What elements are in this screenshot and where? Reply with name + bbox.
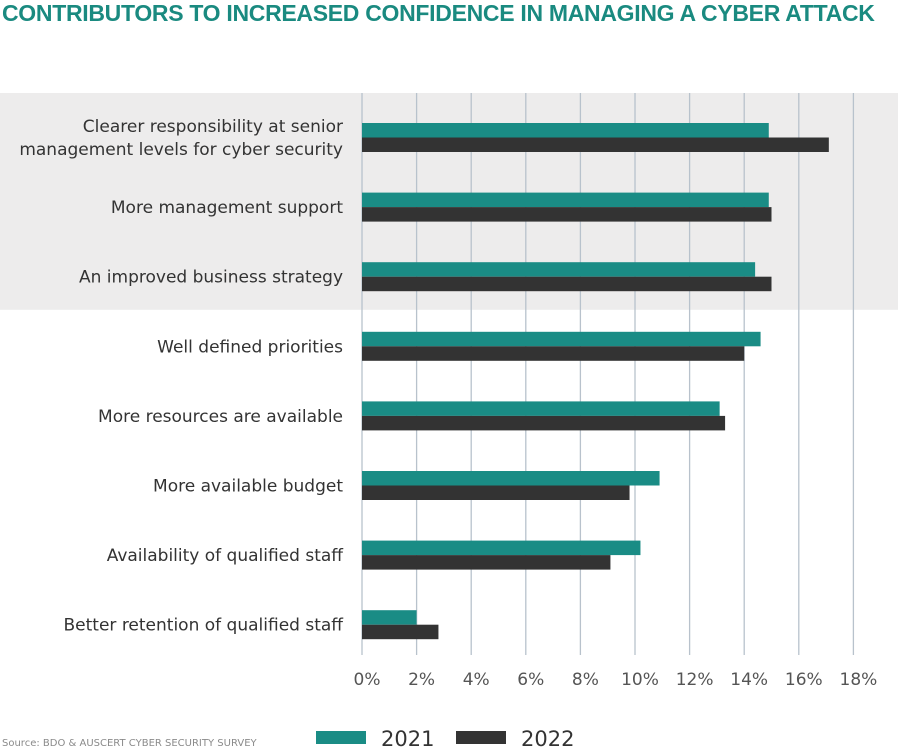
bar-2021 — [362, 331, 761, 347]
legend-swatch-2022 — [456, 731, 506, 744]
bar-2021 — [362, 471, 660, 486]
category-label: Better retention of qualified staff — [64, 616, 345, 636]
bar-2021 — [362, 610, 417, 625]
bar-2021 — [362, 192, 769, 208]
bar-2022 — [362, 555, 611, 570]
x-tick-label: 12% — [676, 670, 714, 690]
legend-label: 2021 — [381, 727, 434, 751]
x-tick-label: 10% — [621, 670, 659, 690]
chart-title: CONTRIBUTORS TO INCREASED CONFIDENCE IN … — [2, 0, 875, 26]
bar-2022 — [362, 346, 745, 361]
bar-2021 — [362, 401, 720, 416]
bar-2022 — [362, 415, 726, 431]
bar-2022 — [362, 137, 829, 152]
x-tick-label: 2% — [408, 670, 435, 690]
category-label: More management support — [111, 198, 343, 218]
legend-label: 2022 — [521, 727, 574, 751]
x-tick-label: 8% — [572, 670, 599, 690]
x-tick-label: 0% — [354, 670, 381, 690]
x-tick-label: 4% — [463, 670, 490, 690]
source-note: Source: BDO & AUSCERT CYBER SECURITY SUR… — [2, 738, 258, 749]
x-tick-label: 16% — [785, 670, 823, 690]
bar-2021 — [362, 540, 641, 556]
category-label: More resources are available — [98, 407, 343, 427]
category-label: Clearer responsibility at senior — [83, 117, 343, 137]
bar-2021 — [362, 262, 756, 277]
category-label: Well defined priorities — [157, 337, 343, 357]
bar-2021 — [362, 123, 769, 138]
category-label: management levels for cyber security — [19, 140, 343, 160]
x-tick-label: 14% — [730, 670, 768, 690]
category-label: More available budget — [153, 477, 343, 497]
bar-2022 — [362, 485, 630, 500]
legend-swatch-2021 — [316, 731, 366, 744]
category-label: An improved business strategy — [79, 268, 343, 288]
bar-2022 — [362, 276, 772, 292]
bar-2022 — [362, 624, 439, 640]
x-tick-label: 18% — [840, 670, 878, 690]
category-label: Availability of qualified staff — [107, 546, 345, 566]
x-tick-label: 6% — [517, 670, 544, 690]
bar-2022 — [362, 207, 772, 222]
